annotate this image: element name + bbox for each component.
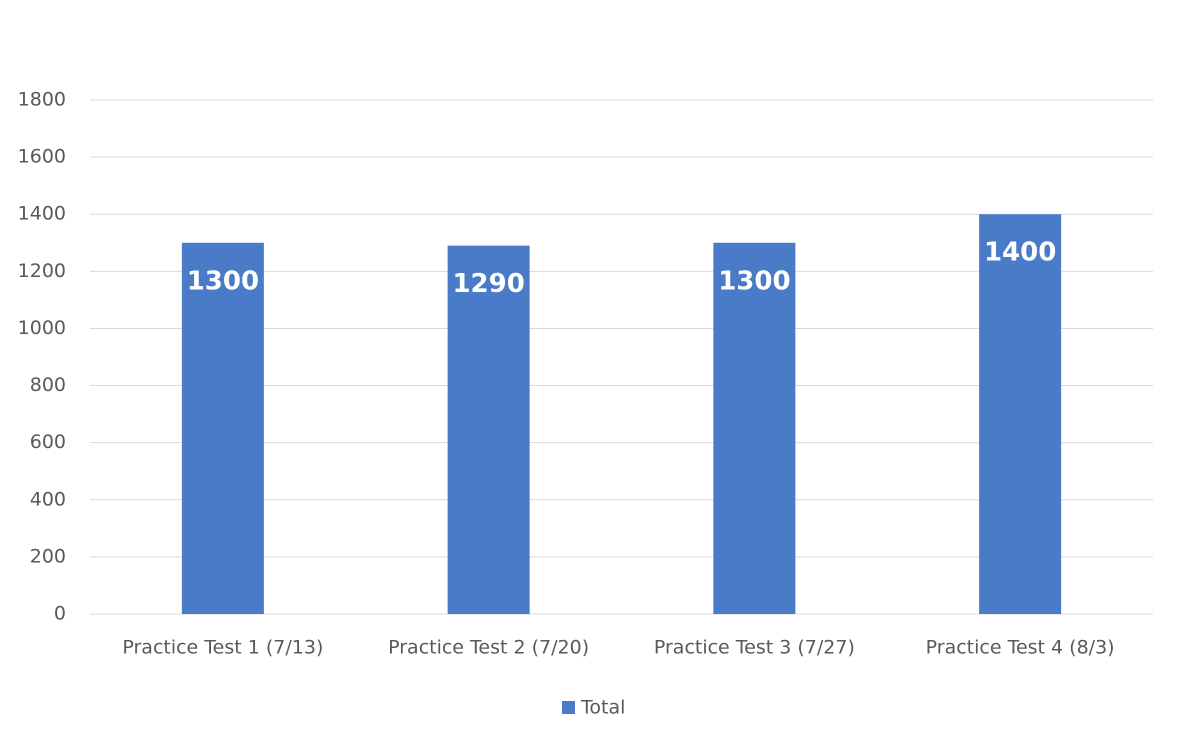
y-tick-label: 1000: [18, 317, 66, 339]
bar: [181, 242, 264, 614]
x-tick-label: Practice Test 2 (7/20): [388, 637, 589, 659]
data-label: 1290: [452, 269, 524, 299]
legend-label: Total: [580, 697, 625, 719]
x-tick-label: Practice Test 4 (8/3): [926, 637, 1115, 659]
x-tick-label: Practice Test 1 (7/13): [122, 637, 323, 659]
y-tick-label: 1400: [18, 203, 66, 225]
legend-swatch: [562, 701, 575, 714]
data-label: 1300: [187, 266, 259, 296]
y-tick-label: 1600: [18, 146, 66, 168]
data-label: 1300: [718, 266, 790, 296]
bar: [979, 214, 1062, 614]
y-tick-label: 400: [30, 488, 66, 510]
y-tick-label: 1800: [18, 89, 66, 111]
y-tick-label: 0: [54, 603, 66, 625]
bar: [713, 242, 796, 614]
y-tick-label: 800: [30, 374, 66, 396]
x-tick-label: Practice Test 3 (7/27): [654, 637, 855, 659]
bar: [447, 245, 530, 614]
y-tick-label: 600: [30, 431, 66, 453]
y-tick-label: 1200: [18, 260, 66, 282]
y-tick-label: 200: [30, 545, 66, 567]
data-label: 1400: [984, 238, 1056, 268]
